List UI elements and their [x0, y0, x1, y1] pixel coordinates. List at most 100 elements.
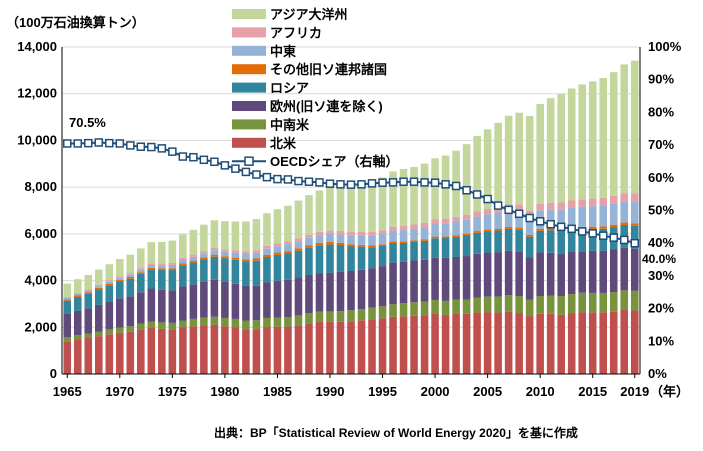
bar-segment [462, 144, 471, 215]
oecd-share-point [304, 177, 314, 186]
legend-label: その他旧ソ連邦諸国 [270, 62, 387, 77]
bar-segment [441, 223, 450, 237]
bar-segment [410, 260, 418, 303]
bar-segment [389, 230, 397, 242]
bar-segment [452, 299, 460, 314]
bar-segment [452, 221, 460, 236]
bar-segment [630, 290, 639, 311]
bar-segment [410, 242, 418, 261]
bar-segment [242, 285, 250, 321]
oecd-share-point [462, 185, 471, 195]
bar-segment [137, 269, 145, 273]
bar-segment [368, 247, 376, 269]
bar-segment [504, 311, 513, 374]
bar-segment [336, 186, 345, 231]
bar-segment [399, 316, 408, 374]
bar-segment [231, 259, 240, 284]
bar-segment [441, 238, 450, 258]
bar-segment [305, 323, 313, 374]
bar-segment [630, 248, 639, 291]
bar-segment [252, 258, 261, 261]
bar-segment [378, 177, 387, 231]
bar-segment [284, 244, 292, 252]
oecd-share-point [588, 229, 597, 238]
bar-segment [525, 210, 534, 217]
x-tick-label: 1990 [316, 384, 345, 399]
y2-tick-label: 10% [648, 333, 674, 348]
bar-segment [105, 329, 114, 335]
bar-segment [242, 259, 250, 262]
bar-segment [252, 250, 261, 253]
bar-segment [494, 230, 502, 253]
bar-segment [504, 115, 513, 205]
bar-segment [452, 235, 460, 237]
bar-segment [494, 228, 502, 231]
bar-segment [599, 197, 607, 206]
bar-segment [105, 283, 114, 286]
bar-segment [168, 322, 177, 330]
oecd-share-point [336, 180, 345, 189]
bar-segment [210, 254, 219, 257]
oecd-share-point [210, 157, 219, 167]
bar-segment [284, 317, 292, 327]
bar-segment [515, 210, 523, 228]
legend-swatch [232, 119, 266, 130]
x-tick-label: 1965 [53, 384, 82, 399]
oecd-share-point [472, 190, 482, 199]
bar-segment [105, 334, 114, 374]
y2-tick-label: 20% [648, 301, 674, 316]
bar-segment [315, 190, 324, 232]
bar-segment [252, 285, 261, 321]
bar-segment [95, 287, 103, 290]
bar-segment [326, 272, 334, 312]
bar-segment [420, 227, 429, 240]
bar-segment [294, 238, 303, 242]
bar-segment [452, 256, 460, 300]
y-tick-label: 8,000 [24, 179, 57, 194]
bar-segment [294, 250, 303, 278]
bar-segment [263, 254, 271, 257]
legend-label: OECDシェア（右軸） [270, 154, 399, 169]
bar-segment [578, 84, 586, 200]
bar-segment [357, 320, 366, 374]
bar-segment [84, 333, 93, 339]
bar-segment [357, 235, 366, 245]
y-tick-label: 12,000 [17, 86, 57, 101]
bar-segment [431, 313, 439, 374]
bar-segment [599, 226, 607, 229]
bar-segment [431, 236, 439, 239]
bar-segment [116, 281, 124, 299]
bar-segment [431, 257, 439, 300]
oecd-share-point [157, 144, 167, 153]
bar-segment [525, 216, 534, 235]
bar-segment [200, 281, 208, 318]
x-tick-label: 1995 [368, 384, 397, 399]
bar-segment [546, 230, 555, 253]
legend-swatch [232, 64, 266, 75]
bar-segment [588, 228, 597, 251]
oecd-share-point [367, 179, 377, 188]
bar-segment [168, 270, 177, 291]
y2-tick-label: 50% [648, 203, 674, 218]
bar-segment [168, 290, 177, 323]
bar-segment [567, 229, 576, 252]
bar-segment [179, 320, 187, 328]
bar-segment [137, 248, 145, 269]
bar-segment [483, 252, 492, 297]
bar-segment [347, 310, 355, 322]
bar-segment [347, 321, 355, 374]
bar-segment [263, 282, 271, 318]
bar-segment [483, 229, 492, 232]
bar-segment [105, 301, 114, 330]
y2-tick-label: 30% [648, 268, 674, 283]
legend-label: 欧州(旧ソ連を除く) [270, 99, 383, 114]
oecd-share-point [178, 152, 188, 161]
bar-segment [546, 313, 555, 374]
bar-segment [242, 261, 250, 286]
stacked-bars [63, 60, 639, 374]
bar-segment [252, 252, 261, 259]
bar-segment [189, 326, 198, 374]
bar-segment [147, 327, 156, 374]
bar-segment [336, 311, 345, 322]
bar-segment [378, 244, 387, 246]
